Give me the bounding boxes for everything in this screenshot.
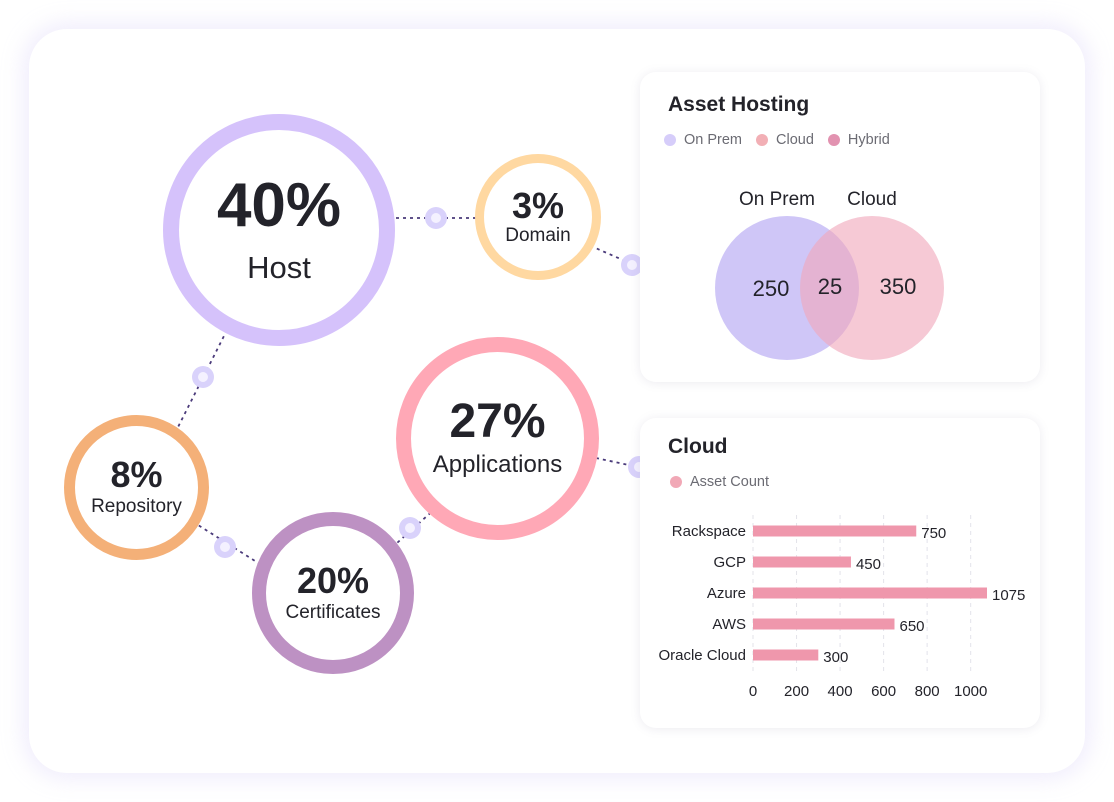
cloud-panel: Cloud Asset Count 0 200 400 600 800 1000 Racks… [640, 418, 1040, 728]
legend-label: Asset Count [690, 474, 769, 490]
legend: On Prem Cloud Hybrid [664, 132, 904, 148]
x-tick-label: 200 [784, 683, 809, 700]
value-label: 450 [856, 556, 881, 573]
panel-title: Cloud [668, 435, 728, 458]
stat-label: Applications [432, 451, 563, 479]
venn-cloud-value: 350 [880, 274, 917, 299]
category-label: Oracle Cloud [658, 647, 746, 664]
stat-bubble-applications[interactable]: 27% Applications [396, 337, 599, 540]
stat-percent: 3% [511, 184, 565, 226]
stat-percent: 8% [110, 454, 163, 496]
stat-percent: 27% [449, 395, 546, 449]
bar-chart: 0 200 400 600 800 1000 Rackspace 750 GCP 450 Azure… [658, 515, 1025, 700]
bar [753, 618, 895, 630]
legend-item-on-prem[interactable]: On Prem [664, 132, 742, 148]
legend-label: On Prem [684, 132, 743, 148]
legend: Asset Count [664, 474, 783, 490]
x-tick-label: 400 [828, 683, 853, 700]
legend-dot-icon [756, 134, 769, 146]
value-label: 300 [823, 649, 848, 666]
bar [753, 649, 819, 661]
stat-percent: 20% [296, 559, 370, 601]
connector-nodes [192, 207, 650, 558]
stat-bubble-domain[interactable]: 3% Domain [475, 154, 601, 280]
venn-diagram: On Prem Cloud 250 25 350 [715, 189, 944, 360]
stat-label: Repository [91, 496, 182, 518]
x-tick-label: 800 [915, 683, 940, 700]
legend-item-hybrid[interactable]: Hybrid [827, 132, 890, 148]
stat-bubble-repository[interactable]: 8% Repository [64, 415, 209, 560]
legend-label: Hybrid [847, 132, 890, 148]
legend-dot-icon [670, 476, 682, 488]
category-label: Azure [707, 585, 746, 602]
value-label: 1075 [992, 587, 1025, 604]
legend-dot-icon [827, 134, 840, 146]
venn-cloud-label: Cloud [847, 189, 897, 210]
value-label: 750 [921, 525, 946, 542]
venn-on-prem-value: 250 [753, 276, 790, 301]
bar [753, 525, 917, 537]
category-label: GCP [713, 554, 746, 571]
stat-percent: 40% [216, 170, 342, 240]
category-label: AWS [712, 616, 746, 633]
bar [753, 556, 851, 568]
stat-label: Certificates [285, 601, 381, 623]
panel-title: Asset Hosting [668, 93, 810, 116]
value-label: 650 [899, 618, 924, 635]
x-tick-label: 600 [871, 683, 896, 700]
legend-item-asset-count[interactable]: Asset Count [664, 474, 769, 490]
category-label: Rackspace [672, 523, 746, 540]
connector-certificates-applications [386, 506, 438, 553]
legend-label: Cloud [776, 132, 814, 148]
x-tick-label: 1000 [954, 683, 987, 700]
asset-hosting-panel: Asset Hosting On Prem Cloud Hybrid On Pr… [640, 72, 1040, 382]
venn-cloud-circle [800, 216, 944, 360]
bar [753, 587, 987, 599]
stat-label: Host [247, 249, 311, 285]
venn-on-prem-label: On Prem [739, 189, 815, 210]
venn-overlap-value: 25 [818, 274, 842, 299]
x-tick-label: 0 [749, 683, 757, 700]
stat-label: Domain [505, 224, 571, 246]
stat-bubble-host[interactable]: 40% Host [163, 114, 395, 346]
legend-item-cloud[interactable]: Cloud [756, 132, 814, 148]
legend-dot-icon [664, 134, 676, 146]
stat-bubble-certificates[interactable]: 20% Certificates [252, 512, 414, 674]
